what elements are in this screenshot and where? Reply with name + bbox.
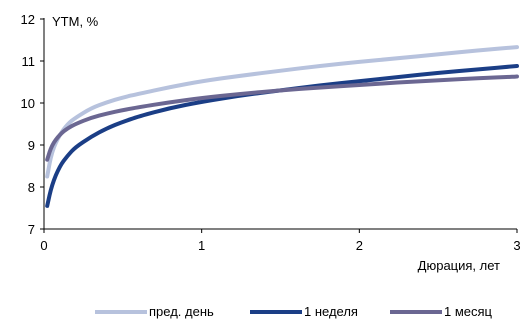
legend: пред. день 1 неделя 1 месяц	[95, 304, 493, 319]
series-line-3	[45, 74, 519, 162]
y-axis-title: YTM, %	[52, 14, 99, 29]
x-axis-title: Дюрация, лет	[418, 258, 500, 273]
series-lines	[45, 45, 519, 208]
series-line-2	[45, 64, 519, 208]
legend-label-1: пред. день	[149, 304, 214, 319]
y-tick-label: 7	[28, 222, 35, 237]
y-tick-label: 11	[22, 54, 36, 69]
x-tick-label: 3	[513, 238, 520, 253]
legend-label-3: 1 месяц	[444, 304, 493, 319]
y-tick-label: 12	[21, 12, 35, 27]
y-tick-label: 10	[21, 96, 35, 111]
x-tick-label: 0	[40, 238, 47, 253]
x-tick-label: 1	[198, 238, 205, 253]
y-tick-label: 9	[28, 138, 35, 153]
y-tick-label: 8	[28, 180, 35, 195]
x-tick-label: 2	[356, 238, 363, 253]
legend-label-2: 1 неделя	[304, 304, 358, 319]
